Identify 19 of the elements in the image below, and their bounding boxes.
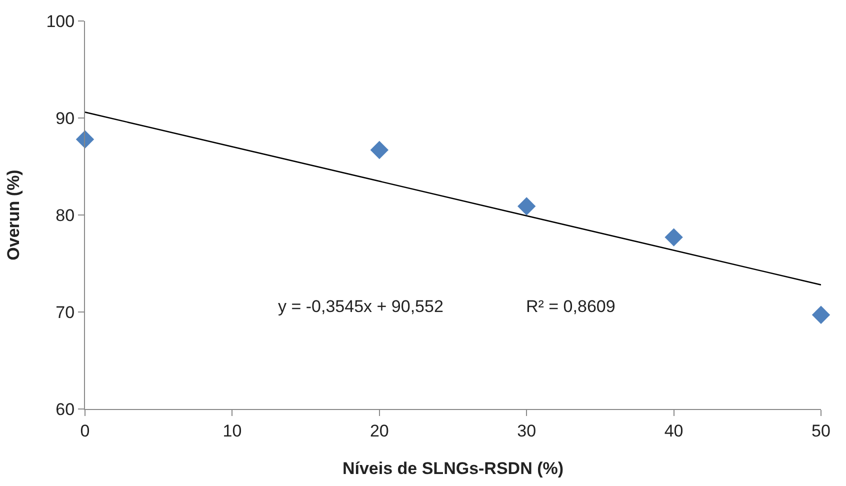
y-tick-label: 60 bbox=[56, 400, 75, 419]
point bbox=[664, 228, 683, 246]
y-tick-label: 100 bbox=[46, 12, 75, 31]
annotation: R² = 0,8609 bbox=[526, 297, 616, 316]
x-tick-label: 20 bbox=[370, 421, 389, 440]
x-axis-title: Níveis de SLNGs-RSDN (%) bbox=[342, 458, 564, 478]
y-tick-label: 90 bbox=[56, 108, 75, 128]
y-axis-title: Overun (%) bbox=[4, 170, 23, 260]
point bbox=[812, 306, 830, 324]
x-tick-label: 50 bbox=[812, 421, 830, 440]
point bbox=[518, 197, 536, 216]
annotation: y = -0,3545x + 90,552 bbox=[278, 297, 444, 316]
point bbox=[370, 140, 388, 160]
y-tick-label: 80 bbox=[56, 206, 75, 225]
x-tick-label: 0 bbox=[80, 421, 90, 440]
x-tick-label: 30 bbox=[517, 421, 536, 440]
y-tick-label: 70 bbox=[56, 302, 75, 322]
x-tick-label: 40 bbox=[664, 421, 684, 440]
x-tick-label: 10 bbox=[222, 421, 242, 440]
